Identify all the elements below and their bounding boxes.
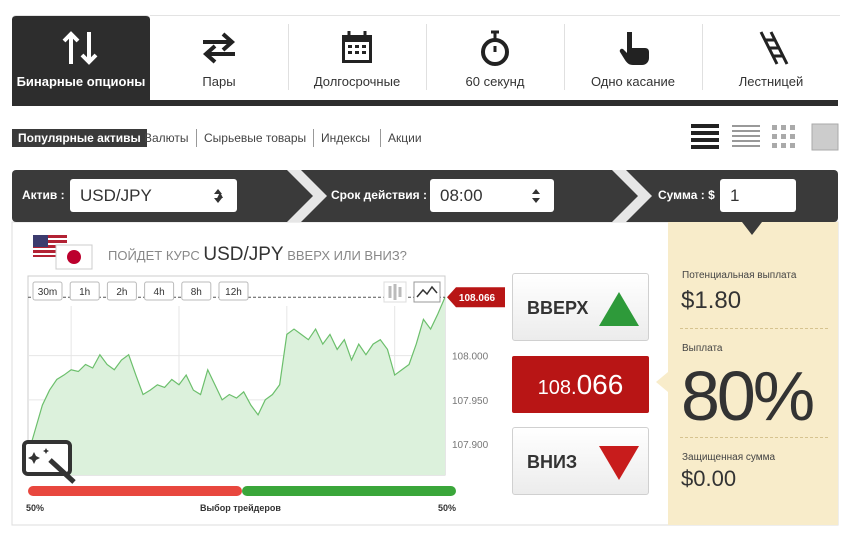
filter[interactable]: Индексы: [313, 129, 377, 147]
timeframe-label: 12h: [225, 287, 242, 298]
separator: [288, 24, 289, 90]
question-asset: USD/JPY: [203, 244, 284, 265]
view-switcher[interactable]: [688, 122, 840, 152]
price-box: 108.066: [512, 356, 649, 413]
tab[interactable]: Одно касание: [564, 15, 702, 101]
payout-value: $1.80: [681, 287, 742, 314]
line-toggle: [413, 281, 441, 303]
asset-select[interactable]: USD/JPY ▲: [70, 179, 237, 212]
line: [27, 296, 446, 455]
payout-panel: [668, 222, 838, 525]
tab-underline: [12, 100, 838, 106]
filter[interactable]: Валюты: [144, 131, 189, 145]
payout-rate: 80%: [681, 357, 815, 435]
y-tick-label: 108.000: [452, 352, 489, 363]
filter[interactable]: Сырьевые товары: [196, 129, 313, 147]
tab-label: Пары: [202, 74, 236, 89]
timeframe-label: 4h: [154, 287, 165, 298]
up-arrow: [599, 292, 639, 326]
divider: [680, 437, 828, 438]
arrows: ▲: [215, 190, 225, 201]
filter[interactable]: Популярные активы: [12, 129, 147, 147]
field-label: Актив :: [22, 188, 65, 202]
sentiment-label: 50%: [26, 503, 45, 513]
icon: [481, 30, 509, 66]
icon: [759, 31, 789, 65]
button-label: ВНИЗ: [527, 452, 578, 472]
separator: [702, 24, 703, 90]
icon: [202, 32, 236, 64]
filter[interactable]: Акции: [380, 129, 429, 147]
magic-icon[interactable]: [20, 438, 80, 488]
tab-label: Бинарные опционы: [16, 74, 146, 89]
question-text: ВВЕРХ ИЛИ ВНИЗ?: [287, 248, 407, 263]
y-tick-label: 107.900: [452, 440, 489, 451]
pointer: [742, 222, 762, 235]
icon: [342, 31, 372, 63]
tab[interactable]: 60 секунд: [426, 15, 564, 101]
price-tag: [447, 287, 505, 308]
chevron: [287, 170, 327, 222]
flags: [33, 235, 93, 270]
price-tag-label: 108.066: [459, 293, 496, 304]
timeframe-button[interactable]: [106, 281, 137, 301]
question-text: ПОЙДЕТ КУРС: [108, 248, 200, 263]
payout-label: Выплата: [682, 343, 723, 354]
field-value: 1: [730, 186, 740, 205]
payout-label: Потенциальная выплата: [682, 270, 797, 281]
timeframe-label: 8h: [191, 287, 202, 298]
y-tick-label: 107.950: [452, 396, 489, 407]
tab-label: 60 секунд: [465, 74, 525, 89]
separator: [426, 24, 427, 90]
up-button[interactable]: ВВЕРХ: [512, 273, 649, 341]
question: ПОЙДЕТ КУРС USD/JPY ВВЕРХ ИЛИ ВНИЗ?: [108, 244, 407, 266]
divider: [680, 328, 828, 329]
field-label: Сумма : $: [658, 188, 715, 202]
select-arrows: [214, 189, 222, 203]
sentiment-bar: [242, 486, 456, 496]
icon: [62, 31, 98, 65]
tab-label: Лестницей: [738, 74, 804, 89]
tab-label: Долгосрочные: [313, 74, 401, 89]
candle-icon: [388, 284, 402, 300]
timeframe-button[interactable]: [32, 281, 63, 301]
button-label: ВВЕРХ: [527, 298, 589, 318]
notch: [656, 372, 668, 392]
tab[interactable]: Долгосрочные: [288, 15, 426, 101]
payout-label: Защищенная сумма: [682, 452, 776, 463]
down-arrow: [599, 446, 639, 480]
tab[interactable]: Бинарные опционы: [12, 15, 150, 101]
timeframe-label: 1h: [79, 287, 90, 298]
tab[interactable]: Пары: [150, 15, 288, 101]
area: [28, 297, 445, 475]
down-button[interactable]: ВНИЗ: [512, 427, 649, 495]
field-value: 08:00: [440, 186, 483, 205]
payout-value: $0.00: [681, 466, 737, 491]
timeframe-button[interactable]: [181, 281, 212, 301]
chevron: [612, 170, 652, 222]
timeframe-button[interactable]: [69, 281, 100, 301]
field-value: USD/JPY: [80, 186, 152, 205]
separator: [564, 24, 565, 90]
line-icon: [416, 285, 438, 298]
sentiment-label: 50%: [438, 503, 457, 513]
tab[interactable]: Лестницей: [702, 15, 840, 101]
expiry-select[interactable]: 08:00: [430, 179, 554, 212]
price-main: 108.: [537, 377, 577, 399]
timeframe-label: 30m: [38, 287, 57, 298]
select-arrows: [532, 189, 540, 203]
timeframe-label: 2h: [116, 287, 127, 298]
amount-input[interactable]: 1: [720, 179, 796, 212]
sentiment-title: Выбор трейдеров: [200, 503, 281, 513]
price-frac: 066: [576, 369, 624, 400]
icon: [619, 32, 649, 65]
timeframe-button[interactable]: [144, 281, 175, 301]
timeframe-button[interactable]: [218, 281, 249, 301]
field-label: Срок действия :: [331, 188, 427, 202]
sentiment-bar: [28, 486, 242, 496]
tab-label: Одно касание: [590, 74, 676, 89]
